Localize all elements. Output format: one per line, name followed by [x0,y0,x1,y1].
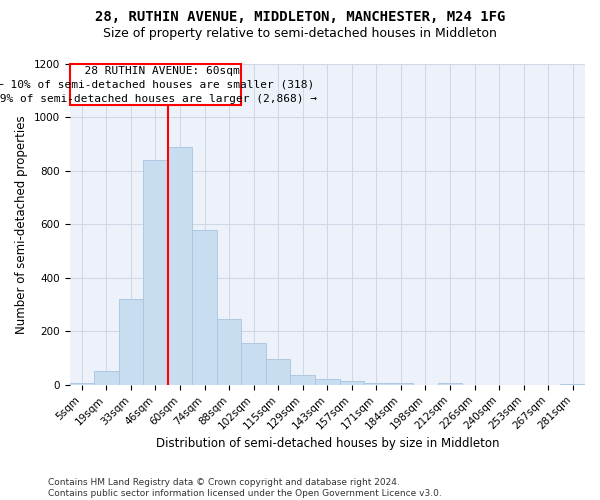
Bar [364,382,389,385]
Text: 28 RUTHIN AVENUE: 60sqm
← 10% of semi-detached houses are smaller (318)
89% of s: 28 RUTHIN AVENUE: 60sqm ← 10% of semi-de… [0,66,317,104]
X-axis label: Distribution of semi-detached houses by size in Middleton: Distribution of semi-detached houses by … [155,437,499,450]
Y-axis label: Number of semi-detached properties: Number of semi-detached properties [15,115,28,334]
Bar [290,374,315,385]
Text: Contains HM Land Registry data © Crown copyright and database right 2024.
Contai: Contains HM Land Registry data © Crown c… [48,478,442,498]
Bar [143,160,168,385]
Bar [340,381,364,385]
Bar [438,382,462,385]
Bar [70,64,241,106]
Bar [119,300,143,385]
Bar [560,384,585,385]
Bar [168,147,192,385]
Bar [192,230,217,385]
Bar [315,379,340,385]
Bar [266,358,290,385]
Bar [217,320,241,385]
Bar [389,382,413,385]
Bar [241,344,266,385]
Text: 28, RUTHIN AVENUE, MIDDLETON, MANCHESTER, M24 1FG: 28, RUTHIN AVENUE, MIDDLETON, MANCHESTER… [95,10,505,24]
Text: Size of property relative to semi-detached houses in Middleton: Size of property relative to semi-detach… [103,28,497,40]
Bar [70,382,94,385]
Bar [94,372,119,385]
